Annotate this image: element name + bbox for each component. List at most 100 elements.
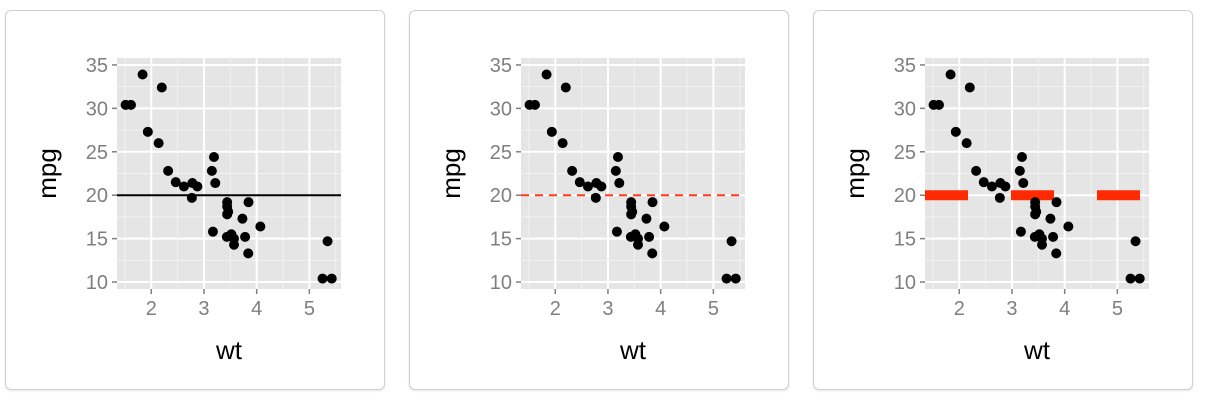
scatter-plot: 2 3 4 5 10 15 20 25 30 35 wt mpg [840, 55, 1149, 365]
data-point [243, 197, 254, 208]
data-points [120, 69, 337, 284]
data-point [1045, 213, 1056, 224]
data-point [557, 138, 568, 149]
data-point [240, 231, 251, 242]
data-point [626, 197, 637, 208]
data-point [614, 178, 625, 189]
data-point [317, 273, 328, 284]
data-point [1051, 248, 1062, 259]
x-tick-label: 5 [1112, 298, 1123, 320]
data-point [322, 236, 333, 247]
data-point [186, 192, 197, 203]
y-tick-label: 20 [894, 185, 916, 207]
data-point [243, 248, 254, 259]
data-point [137, 69, 148, 80]
data-point [1130, 236, 1141, 247]
data-point [986, 181, 997, 192]
y-tick-label: 30 [86, 98, 108, 120]
data-point [1048, 231, 1059, 242]
data-point [206, 165, 217, 176]
data-point [611, 226, 622, 237]
x-axis-title: wt [215, 335, 243, 365]
data-point [978, 177, 989, 188]
y-tick-label: 35 [86, 55, 108, 77]
y-tick-label: 20 [86, 185, 108, 207]
chart-panel-dashed-line: 2 3 4 5 10 15 20 25 30 35 wt mpg [409, 10, 789, 390]
y-tick-label: 30 [894, 98, 916, 120]
y-tick-label: 35 [894, 55, 916, 77]
data-point [178, 181, 189, 192]
data-point [187, 178, 198, 189]
data-point [255, 221, 266, 232]
data-points [524, 69, 741, 284]
data-point [207, 226, 218, 237]
data-point [644, 231, 655, 242]
x-tick-label: 2 [146, 298, 157, 320]
data-point [633, 233, 644, 244]
x-tick-label: 3 [602, 298, 613, 320]
major-gridlines [117, 58, 341, 289]
data-point [222, 209, 233, 220]
data-point [612, 152, 623, 162]
data-points [928, 69, 1145, 284]
data-point [1018, 178, 1029, 189]
y-tick-label: 15 [894, 229, 916, 251]
data-point [610, 165, 621, 176]
data-point [163, 165, 174, 176]
data-point [237, 213, 248, 224]
y-tick-label: 25 [490, 142, 512, 164]
major-gridlines [521, 58, 745, 289]
data-point [156, 82, 167, 93]
data-point [210, 178, 221, 189]
data-point [326, 273, 337, 284]
data-point [1030, 209, 1041, 220]
data-point [726, 236, 737, 247]
data-point [153, 138, 164, 149]
x-tick-label: 3 [1006, 298, 1017, 320]
data-point [591, 178, 602, 189]
data-point [546, 126, 557, 137]
data-point [961, 138, 972, 149]
y-tick-label: 30 [490, 98, 512, 120]
chart-panel-thick-dashed-line: 2 3 4 5 10 15 20 25 30 35 wt mpg [813, 10, 1193, 390]
x-tick-label: 4 [655, 298, 666, 320]
data-point [1063, 221, 1074, 232]
y-tick-label: 25 [894, 142, 916, 164]
data-point [647, 248, 658, 259]
data-point [560, 82, 571, 93]
data-point [730, 273, 741, 284]
y-tick-label: 35 [490, 55, 512, 77]
x-tick-label: 5 [708, 298, 719, 320]
y-axis-title: mpg [436, 148, 466, 199]
data-point [582, 181, 593, 192]
data-point [626, 209, 637, 220]
data-point [964, 82, 975, 93]
data-point [950, 126, 961, 137]
data-point [641, 213, 652, 224]
data-point [721, 273, 732, 284]
data-point [222, 197, 233, 208]
data-point [647, 197, 658, 208]
x-tick-label: 4 [1059, 298, 1070, 320]
data-point [971, 165, 982, 176]
y-tick-label: 10 [894, 272, 916, 294]
y-axis-title: mpg [840, 148, 870, 199]
data-point [120, 99, 131, 110]
data-point [1016, 152, 1027, 162]
scatter-plot: 2 3 4 5 10 15 20 25 30 35 wt mpg [436, 55, 745, 365]
minor-gridlines [117, 58, 341, 289]
data-point [229, 233, 240, 244]
data-point [1134, 273, 1145, 284]
data-point [142, 126, 153, 137]
x-axis-title: wt [1023, 335, 1051, 365]
y-tick-label: 25 [86, 142, 108, 164]
data-point [995, 178, 1006, 189]
data-point [1125, 273, 1136, 284]
y-tick-label: 20 [490, 185, 512, 207]
data-point [1014, 165, 1025, 176]
data-point [567, 165, 578, 176]
data-point [994, 192, 1005, 203]
scatter-plot: 2 3 4 5 10 15 20 25 30 35 wt mpg [32, 55, 341, 365]
data-point [1037, 233, 1048, 244]
data-point [574, 177, 585, 188]
